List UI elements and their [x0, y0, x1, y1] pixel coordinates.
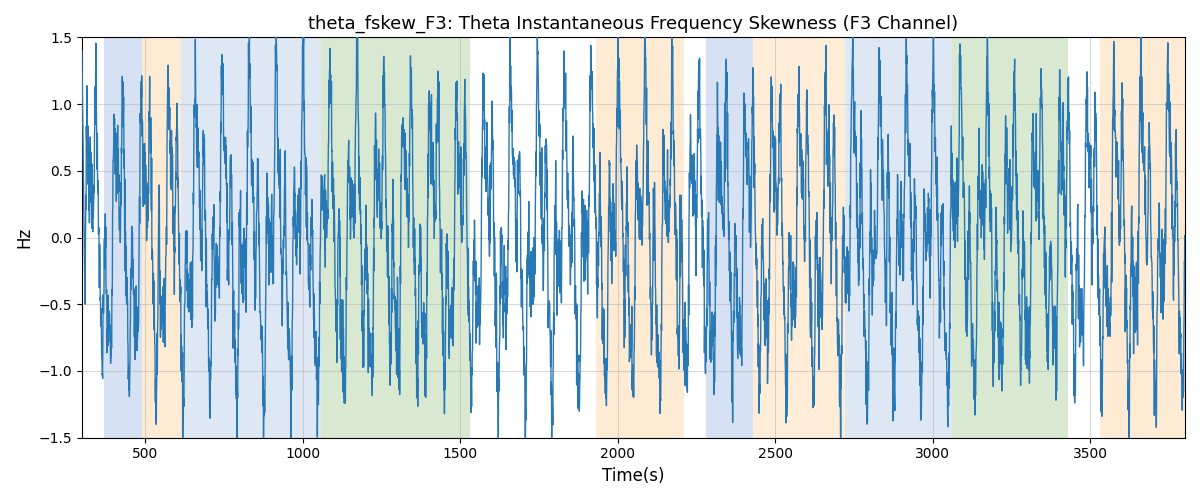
Y-axis label: Hz: Hz: [14, 227, 32, 248]
X-axis label: Time(s): Time(s): [602, 467, 665, 485]
Bar: [706, 38, 754, 438]
Bar: [595, 38, 684, 438]
Bar: [104, 38, 142, 438]
Bar: [322, 38, 469, 438]
Bar: [845, 38, 952, 438]
Bar: [952, 38, 1068, 438]
Bar: [1100, 38, 1184, 438]
Bar: [754, 38, 845, 438]
Title: theta_fskew_F3: Theta Instantaneous Frequency Skewness (F3 Channel): theta_fskew_F3: Theta Instantaneous Freq…: [308, 15, 959, 34]
Bar: [142, 38, 181, 438]
Bar: [181, 38, 322, 438]
